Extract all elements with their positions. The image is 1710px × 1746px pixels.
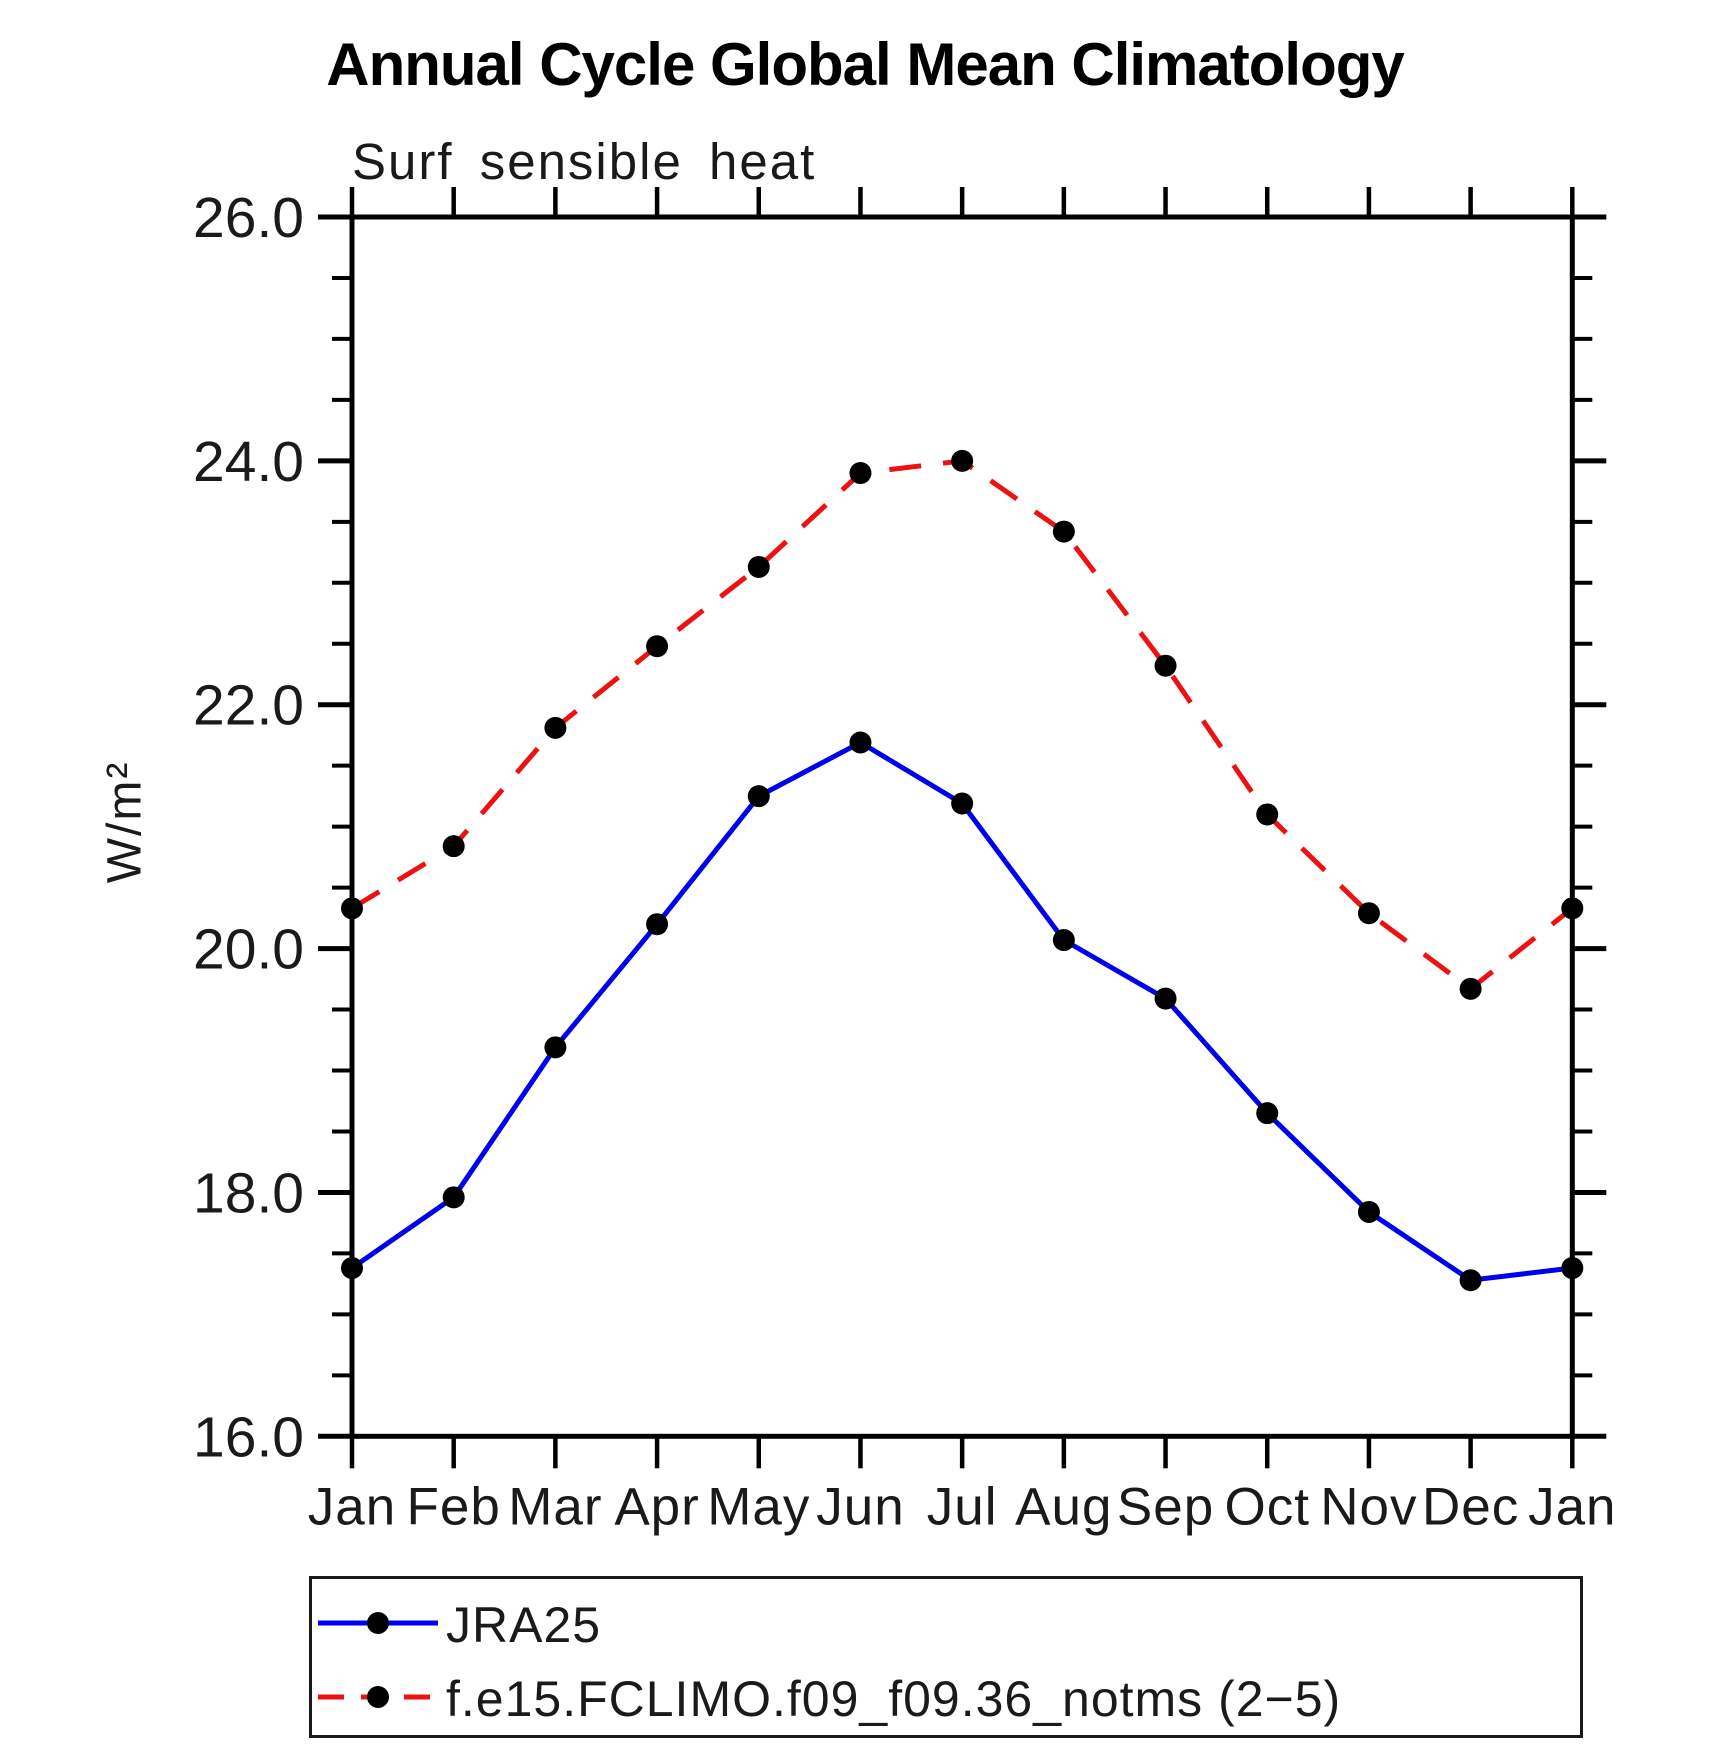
chart-subtitle: Surf sensible heat [352,133,817,190]
series-marker-model [442,835,465,858]
series-marker-jra25 [1357,1200,1380,1223]
series-marker-model [544,716,567,739]
y-tick-label: 20.0 [193,918,304,982]
legend-line-dashed-icon [318,1686,438,1708]
series-marker-model [951,449,974,472]
series-marker-model [849,462,872,485]
series-marker-model [1154,654,1177,677]
legend: JRA25 f.e15.FCLIMO.f09_f09.36_notms (2−5… [309,1576,1583,1738]
series-marker-jra25 [544,1036,567,1059]
series-marker-jra25 [951,792,974,815]
y-tick-label: 18.0 [193,1161,304,1225]
x-tick-label: Sep [1117,1477,1214,1536]
x-tick-label: Mar [508,1477,602,1536]
series-marker-jra25 [1256,1102,1279,1125]
series-line-model [350,458,1574,992]
legend-label-model: f.e15.FCLIMO.f09_f09.36_notms (2−5) [446,1671,1342,1727]
series-line-jra25 [350,739,1573,1283]
series-marker-model [1459,977,1482,1000]
x-tick-label: Nov [1320,1477,1417,1536]
y-tick-label: 22.0 [193,674,304,738]
x-tick-label: Jan [308,1477,396,1536]
x-tick-label: Oct [1224,1477,1309,1536]
legend-line-solid-icon [318,1612,438,1634]
series-marker-jra25 [442,1186,465,1209]
y-tick-label: 26.0 [193,186,304,250]
x-tick-label: Jan [1528,1477,1616,1536]
series-marker-jra25 [1459,1269,1482,1292]
series-marker-model [747,555,770,578]
x-tick-label: Jul [927,1477,998,1536]
series-marker-jra25 [341,1257,363,1280]
y-tick-label: 24.0 [193,430,304,494]
y-tick-label: 16.0 [193,1405,304,1469]
x-tick-label: Feb [407,1477,501,1536]
chart-title: Annual Cycle Global Mean Climatology [326,31,1405,98]
x-tick-label: Aug [1015,1477,1112,1536]
series-marker-jra25 [646,913,669,936]
x-tick-label: May [707,1477,810,1536]
legend-label-jra25: JRA25 [446,1597,602,1653]
legend-marker-dot-icon [367,1612,389,1634]
series-marker-model [1357,902,1380,925]
x-tick-label: Apr [614,1477,699,1536]
series-marker-model [341,897,363,920]
series-marker-model [1052,520,1075,543]
x-tick-label: Jun [816,1477,904,1536]
series-marker-model [1561,897,1584,920]
y-axis-title: W/m² [98,760,152,884]
legend-marker-dot-icon [367,1686,389,1708]
series-marker-model [1256,803,1279,826]
series-marker-jra25 [1052,929,1075,952]
series-marker-jra25 [1561,1257,1584,1280]
x-tick-label: Dec [1422,1477,1519,1536]
series-marker-jra25 [747,785,770,808]
plot-frame [349,214,1575,1439]
series-marker-jra25 [849,731,872,754]
series-marker-jra25 [1154,987,1177,1010]
series-marker-model [646,635,669,658]
